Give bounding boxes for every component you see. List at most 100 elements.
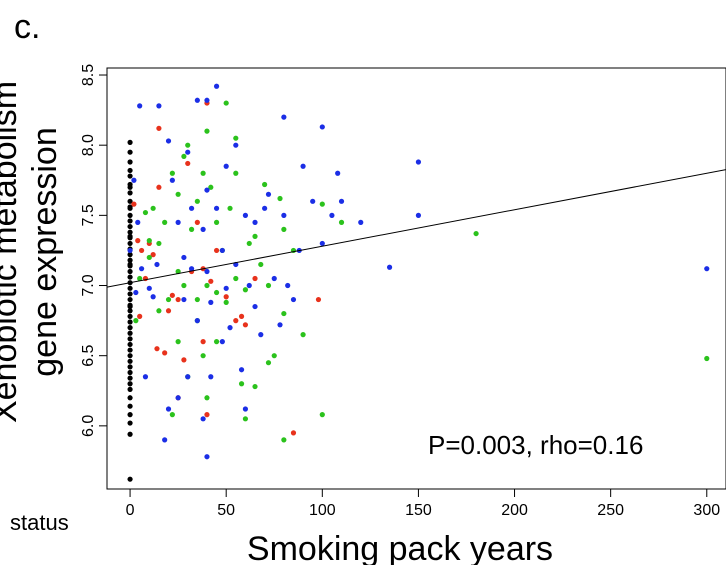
data-point-black bbox=[127, 167, 133, 174]
data-point-green bbox=[200, 353, 206, 359]
data-point-black bbox=[127, 274, 133, 280]
data-point-black bbox=[127, 353, 133, 359]
data-point-green bbox=[169, 412, 175, 418]
data-point-blue bbox=[233, 142, 239, 148]
data-point-black bbox=[127, 223, 133, 230]
data-point-blue bbox=[310, 198, 316, 204]
data-point-blue bbox=[265, 191, 272, 197]
data-point-red bbox=[252, 275, 258, 282]
data-point-blue bbox=[415, 212, 422, 218]
data-point-green bbox=[213, 339, 220, 345]
data-point-green bbox=[238, 381, 245, 387]
data-point-blue bbox=[386, 264, 393, 270]
data-point-black bbox=[127, 198, 133, 204]
data-point-blue bbox=[335, 170, 341, 176]
data-point-blue bbox=[238, 367, 245, 373]
data-point-black bbox=[127, 184, 133, 190]
data-point-black bbox=[127, 403, 133, 409]
data-point-blue bbox=[319, 240, 325, 247]
data-point-red bbox=[165, 308, 172, 314]
data-point-blue bbox=[252, 219, 258, 225]
data-point-green bbox=[181, 282, 187, 289]
data-point-blue bbox=[181, 254, 187, 261]
data-point-red bbox=[156, 184, 162, 190]
x-tick-label: 100 bbox=[309, 502, 336, 519]
data-point-blue bbox=[290, 296, 297, 303]
data-point-black bbox=[127, 313, 133, 319]
data-point-black bbox=[127, 173, 133, 179]
data-point-red bbox=[154, 346, 160, 352]
data-point-green bbox=[165, 296, 172, 303]
data-point-black bbox=[127, 149, 133, 155]
data-point-blue bbox=[242, 212, 249, 218]
data-point-black bbox=[127, 381, 133, 387]
data-point-green bbox=[233, 275, 239, 282]
x-tick-label: 200 bbox=[501, 502, 528, 519]
data-point-green bbox=[258, 261, 264, 268]
y-tick-label: 7.0 bbox=[80, 274, 97, 296]
data-point-blue bbox=[200, 226, 206, 232]
data-point-blue bbox=[165, 138, 172, 144]
data-point-green bbox=[252, 233, 258, 239]
data-point-blue bbox=[154, 261, 160, 268]
data-point-green bbox=[162, 219, 168, 225]
y-tick-label: 6.0 bbox=[80, 415, 97, 437]
data-point-black bbox=[127, 364, 133, 370]
data-point-black bbox=[127, 336, 133, 342]
data-point-black bbox=[127, 296, 133, 303]
data-point-blue bbox=[181, 296, 187, 303]
data-points bbox=[127, 83, 710, 482]
x-tick-label: 50 bbox=[217, 502, 235, 519]
data-point-green bbox=[194, 296, 200, 303]
y-axis-title: Xenobiotic metabolism gene expression bbox=[0, 81, 64, 423]
data-point-green bbox=[262, 181, 268, 188]
data-point-blue bbox=[329, 212, 335, 218]
data-point-green bbox=[146, 238, 152, 244]
stats-annotation: P=0.003, rho=0.16 bbox=[428, 430, 643, 460]
data-point-green bbox=[156, 308, 162, 314]
data-point-black bbox=[127, 358, 133, 364]
data-point-blue bbox=[358, 219, 364, 225]
x-tick-label: 0 bbox=[126, 502, 135, 519]
data-point-blue bbox=[219, 247, 225, 254]
data-point-blue bbox=[319, 124, 325, 130]
data-point-green bbox=[156, 240, 162, 247]
data-point-red bbox=[181, 357, 187, 363]
data-point-black bbox=[127, 229, 133, 235]
data-point-blue bbox=[204, 97, 210, 103]
data-point-black bbox=[127, 212, 133, 218]
data-point-green bbox=[200, 170, 206, 176]
data-point-blue bbox=[271, 275, 277, 282]
axes: 0 50 100 150 200 250 300 6.0 6.5 7.0 7.5 8.0 8.5 bbox=[80, 64, 720, 519]
x-axis-title: Smoking pack years bbox=[247, 530, 553, 565]
data-point-black bbox=[127, 386, 133, 392]
data-point-blue bbox=[175, 395, 181, 401]
data-point-green bbox=[133, 318, 139, 324]
data-point-black bbox=[127, 395, 133, 401]
data-point-black bbox=[127, 412, 133, 418]
data-point-green bbox=[204, 282, 210, 289]
data-point-blue bbox=[142, 374, 149, 380]
data-point-blue bbox=[150, 294, 156, 300]
data-point-blue bbox=[281, 114, 287, 120]
y-tick-label: 8.5 bbox=[80, 64, 97, 86]
data-point-green bbox=[137, 275, 143, 282]
data-point-blue bbox=[213, 83, 220, 89]
data-point-black bbox=[127, 252, 133, 258]
data-point-black bbox=[127, 205, 133, 211]
data-point-black bbox=[127, 308, 133, 314]
data-point-black bbox=[127, 240, 133, 247]
data-point-blue bbox=[135, 219, 141, 225]
data-point-green bbox=[185, 142, 191, 148]
data-point-blue bbox=[300, 163, 306, 169]
data-point-green bbox=[208, 184, 214, 190]
data-point-green bbox=[265, 282, 272, 289]
data-point-red bbox=[135, 238, 141, 244]
data-point-blue bbox=[169, 177, 175, 183]
data-point-black bbox=[127, 375, 133, 381]
data-point-green bbox=[704, 355, 710, 362]
data-point-red bbox=[208, 278, 214, 284]
data-point-blue bbox=[165, 406, 172, 412]
fit-line bbox=[106, 169, 726, 288]
